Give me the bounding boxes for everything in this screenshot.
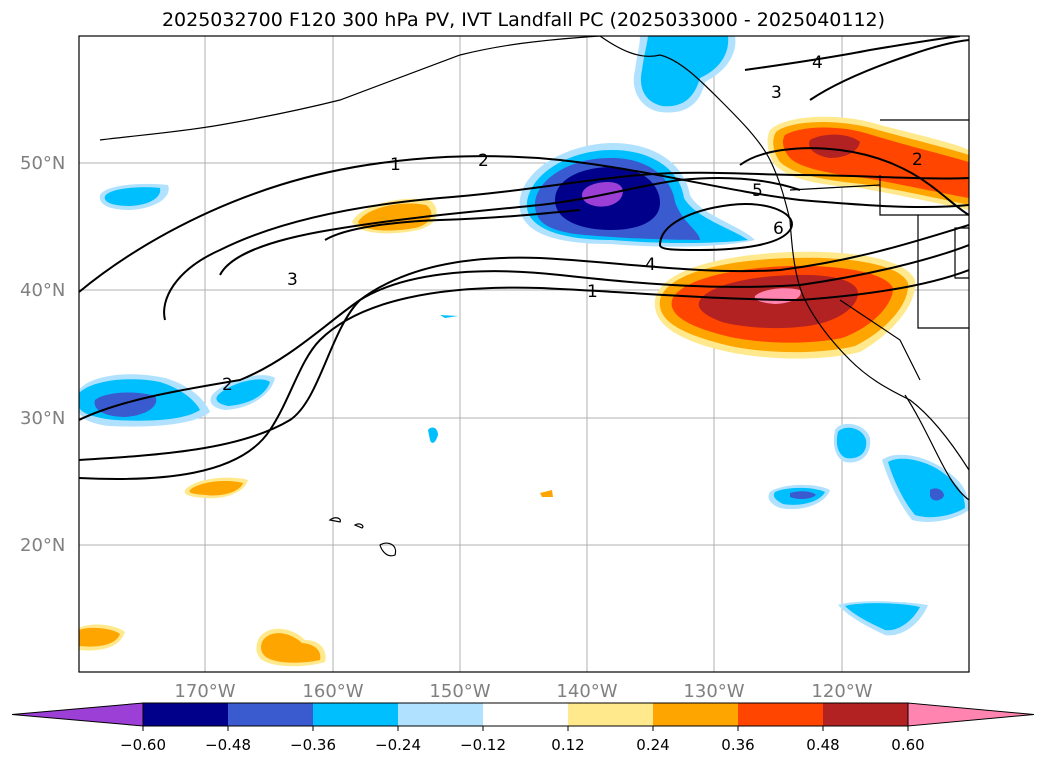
- map-frame: [78, 35, 970, 673]
- latitude-labels: 50°N 40°N 30°N 20°N: [20, 153, 65, 556]
- contour-label: 2: [478, 151, 489, 171]
- colorbar-tick-label: 0.48: [806, 736, 839, 754]
- lon-label-170w: 170°W: [174, 681, 235, 702]
- contour-label: 2: [912, 150, 923, 170]
- colorbar-extend-high: [907, 702, 1035, 727]
- colorbar-cell: [143, 703, 228, 726]
- colorbar-cell: [568, 703, 653, 726]
- lat-label-30n: 30°N: [20, 408, 65, 429]
- lat-label-50n: 50°N: [20, 153, 65, 174]
- contour-label: 4: [645, 255, 656, 275]
- lon-label-120w: 120°W: [811, 681, 872, 702]
- colorbar: −0.60 −0.48 −0.36 −0.24 −0.12 0.12 0.24 0.36 0.4…: [11, 702, 1035, 754]
- lon-label-150w: 150°W: [429, 681, 490, 702]
- coastlines: [99, 36, 969, 557]
- colorbar-cell: [483, 703, 568, 726]
- colorbar-outline: [142, 702, 909, 727]
- colorbar-cell: [823, 703, 908, 726]
- colorbar-cell: [313, 703, 398, 726]
- colorbar-tick-label: −0.24: [375, 736, 421, 754]
- contour-label: 2: [222, 375, 233, 395]
- lon-label-130w: 130°W: [683, 681, 744, 702]
- colorbar-extend-low: [11, 702, 144, 727]
- colorbar-cell: [398, 703, 483, 726]
- colorbar-tick-label: −0.36: [290, 736, 336, 754]
- colorbar-tick-label: −0.60: [120, 736, 166, 754]
- colorbar-tick-label: −0.12: [460, 736, 506, 754]
- contour-label: 3: [287, 270, 298, 290]
- lat-label-20n: 20°N: [20, 535, 65, 556]
- colorbar-cell: [738, 703, 823, 726]
- positive-pc-shading: [79, 116, 969, 667]
- contour-labels: 1 2 3 4 5 6 4 3 1 2 2: [222, 53, 923, 395]
- colorbar-cell: [228, 703, 313, 726]
- lon-label-140w: 140°W: [556, 681, 617, 702]
- longitude-labels: 170°W 160°W 150°W 140°W 130°W 120°W: [174, 681, 872, 702]
- colorbar-tick-label: 0.60: [891, 736, 924, 754]
- colorbar-tick-label: 0.24: [636, 736, 669, 754]
- contour-label: 1: [390, 155, 401, 175]
- lat-label-40n: 40°N: [20, 280, 65, 301]
- pv-contours: [79, 36, 969, 480]
- contour-label: 6: [773, 219, 784, 239]
- contour-label: 1: [587, 282, 598, 302]
- colorbar-cell: [653, 703, 738, 726]
- colorbar-tick-label: −0.48: [205, 736, 251, 754]
- map-title: 2025032700 F120 300 hPa PV, IVT Landfall…: [161, 9, 886, 31]
- colorbar-tick-label: 0.12: [551, 736, 584, 754]
- contour-label: 4: [812, 53, 823, 73]
- colorbar-tick-label: 0.36: [721, 736, 754, 754]
- contour-label: 3: [771, 83, 782, 103]
- lon-label-160w: 160°W: [302, 681, 363, 702]
- contour-label: 5: [752, 181, 763, 201]
